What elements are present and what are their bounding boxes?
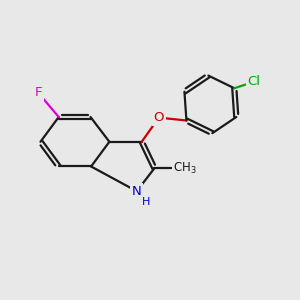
Text: H: H [141,196,150,206]
Text: O: O [154,111,164,124]
Text: N: N [132,185,142,198]
Text: Cl: Cl [248,75,260,88]
Text: F: F [34,86,42,99]
Text: CH$_3$: CH$_3$ [173,161,197,176]
